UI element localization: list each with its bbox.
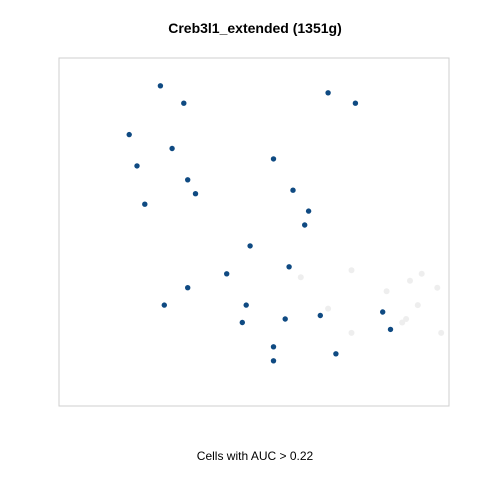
active-cell-point bbox=[247, 243, 253, 249]
inactive-cell-point bbox=[438, 329, 445, 336]
active-cell-point bbox=[134, 163, 140, 169]
active-cell-point bbox=[352, 100, 359, 106]
plot-border bbox=[58, 57, 450, 407]
active-cell-point bbox=[161, 302, 167, 308]
x-axis-label: Cells with AUC > 0.22 bbox=[196, 449, 314, 463]
active-cell-point bbox=[270, 156, 277, 162]
active-cell-point bbox=[157, 83, 164, 89]
active-cell-point bbox=[325, 90, 331, 96]
inactive-cell-point bbox=[325, 305, 332, 312]
active-cell-point bbox=[282, 316, 288, 322]
active-cell-point bbox=[224, 271, 230, 277]
inactive-cell-point bbox=[403, 316, 410, 322]
chart-title: Creb3l1_extended (1351g) bbox=[168, 20, 342, 36]
inactive-cell-point bbox=[407, 277, 413, 284]
active-cell-point bbox=[181, 100, 187, 106]
inactive-cell-point bbox=[399, 319, 406, 326]
active-cell-point bbox=[185, 285, 191, 291]
active-cell-point bbox=[239, 319, 245, 326]
active-cells bbox=[126, 83, 394, 364]
active-cell-point bbox=[380, 309, 386, 315]
active-cell-point bbox=[305, 208, 312, 214]
active-cell-point bbox=[169, 145, 175, 152]
active-cell-point bbox=[333, 351, 339, 357]
inactive-cell-point bbox=[348, 329, 355, 336]
active-cell-point bbox=[286, 264, 292, 270]
active-cell-point bbox=[270, 358, 277, 364]
active-cell-point bbox=[126, 131, 132, 138]
inactive-cell-point bbox=[383, 288, 390, 295]
inactive-cells bbox=[297, 267, 445, 336]
active-cell-point bbox=[302, 222, 308, 228]
inactive-cell-point bbox=[434, 284, 441, 291]
active-cell-point bbox=[270, 344, 277, 350]
active-cell-point bbox=[387, 326, 394, 333]
active-cell-point bbox=[142, 201, 148, 207]
active-cell-point bbox=[317, 312, 323, 319]
active-cell-point bbox=[290, 187, 296, 193]
active-cell-point bbox=[192, 191, 199, 197]
inactive-cell-point bbox=[348, 267, 355, 274]
active-cell-point bbox=[185, 177, 191, 183]
inactive-cell-point bbox=[297, 274, 304, 281]
active-cell-point bbox=[243, 302, 249, 308]
inactive-cell-point bbox=[414, 302, 421, 309]
inactive-cell-point bbox=[418, 270, 425, 277]
